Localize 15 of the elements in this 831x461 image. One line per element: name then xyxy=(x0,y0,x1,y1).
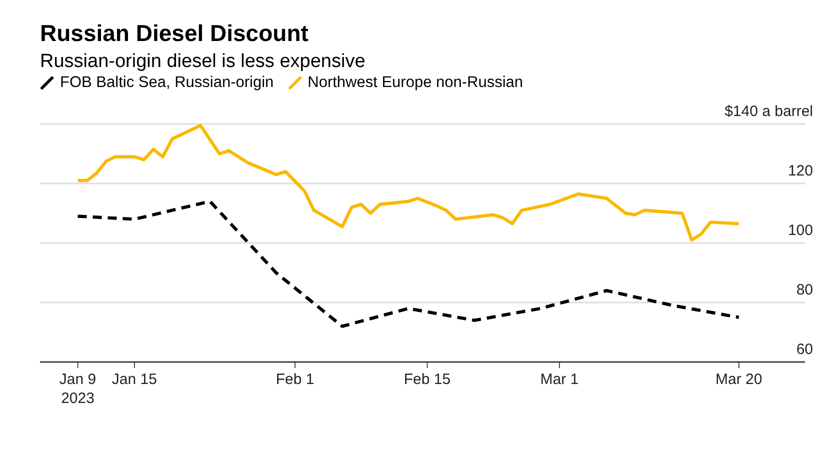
chart-subtitle: Russian-origin diesel is less expensive xyxy=(40,51,366,73)
y-tick-label: 100 xyxy=(788,222,813,239)
y-tick-label: $140 a barrel xyxy=(724,103,813,120)
x-tick-label: Mar 1 xyxy=(540,371,579,388)
x-tick-label: Feb 15 xyxy=(404,371,451,388)
y-tick-label: 120 xyxy=(788,162,813,180)
legend-label: Northwest Europe non-Russian xyxy=(306,74,524,92)
legend-label: FOB Baltic Sea, Russian-origin xyxy=(59,74,274,92)
y-tick-label: 60 xyxy=(796,341,813,358)
x-tick-label: Jan 15 xyxy=(112,371,157,388)
chart-title: Russian Diesel Discount xyxy=(40,20,310,47)
x-tick-label: Jan 9 2023 xyxy=(59,371,96,407)
x-tick-label: Mar 20 xyxy=(716,371,762,388)
y-tick-label: 80 xyxy=(796,282,813,298)
x-tick-label: Feb 1 xyxy=(276,371,314,388)
